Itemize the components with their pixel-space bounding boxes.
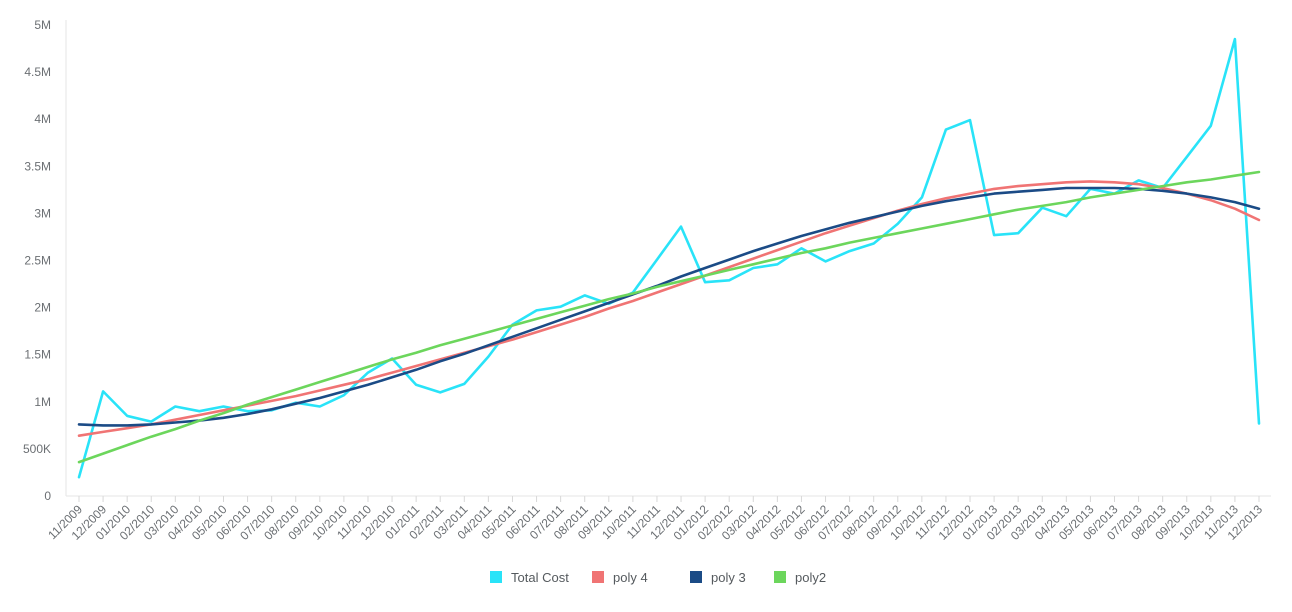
legend-swatch-poly2 <box>774 571 786 583</box>
y-tick-label: 5M <box>34 18 51 32</box>
y-axis: 0 500K 1M 1.5M 2M 2.5M 3M 3.5M 4M 4.5M 5M <box>23 18 67 503</box>
y-tick-label: 3.5M <box>24 159 51 173</box>
series-line-poly-4 <box>77 180 1261 438</box>
legend-swatch-poly-4 <box>592 571 604 583</box>
y-tick-label: 500K <box>23 442 51 456</box>
legend: Total Cost poly 4 poly 3 poly2 <box>490 570 826 585</box>
series-line-poly2 <box>77 170 1261 464</box>
legend-label-poly-4: poly 4 <box>613 570 648 585</box>
legend-swatch-poly-3 <box>690 571 702 583</box>
legend-label-poly-3: poly 3 <box>711 570 746 585</box>
series-layer <box>77 37 1261 479</box>
series-line-poly-3 <box>77 186 1261 427</box>
y-tick-label: 4.5M <box>24 65 51 79</box>
y-tick-label: 3M <box>34 206 51 220</box>
y-tick-label: 4M <box>34 112 51 126</box>
legend-label-total-cost: Total Cost <box>511 570 569 585</box>
y-tick-label: 1M <box>34 395 51 409</box>
y-tick-label: 2.5M <box>24 254 51 268</box>
legend-swatch-total-cost <box>490 571 502 583</box>
y-tick-label: 2M <box>34 301 51 315</box>
y-tick-label: 0 <box>44 489 51 503</box>
x-axis: 11/200912/200901/201002/201003/201004/20… <box>45 495 1271 543</box>
y-tick-label: 1.5M <box>24 348 51 362</box>
legend-label-poly2: poly2 <box>795 570 826 585</box>
